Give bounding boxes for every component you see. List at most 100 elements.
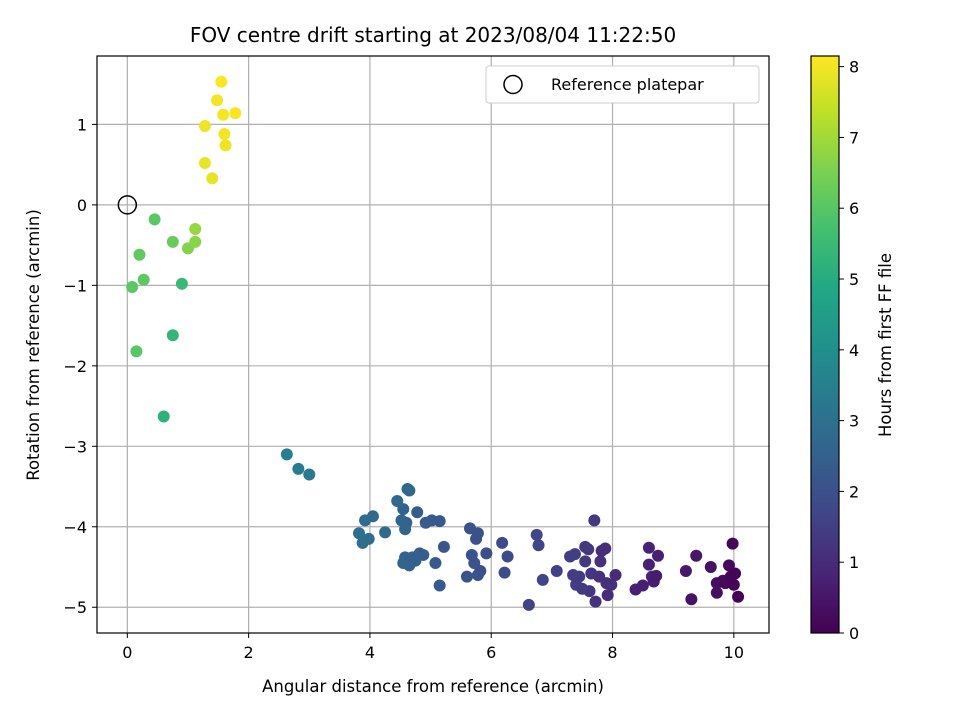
- data-point: [206, 172, 219, 185]
- data-point: [704, 561, 717, 574]
- data-point: [166, 235, 179, 248]
- x-tick-label: 4: [365, 643, 375, 662]
- colorbar-tick-label: 2: [849, 482, 859, 501]
- legend-reference-marker-icon: [503, 74, 523, 95]
- y-tick-label: 1: [77, 115, 87, 134]
- data-point: [359, 514, 372, 527]
- data-point: [137, 273, 150, 286]
- colorbar-tick-label: 4: [849, 341, 859, 360]
- legend: Reference platepar: [485, 65, 760, 104]
- data-point: [130, 345, 143, 358]
- y-tick-label: −2: [63, 357, 87, 376]
- reference-platepar-marker: [117, 195, 138, 215]
- colorbar-tick-label: 6: [849, 199, 859, 218]
- data-point: [536, 573, 549, 586]
- y-tick-label: −5: [63, 598, 87, 617]
- data-point: [732, 590, 745, 603]
- colorbar-tick-label: 8: [849, 58, 859, 77]
- x-axis-label: Angular distance from reference (arcmin): [262, 677, 604, 696]
- data-point: [198, 120, 211, 133]
- legend-label-reference-platepar: Reference platepar: [551, 75, 704, 94]
- data-point: [217, 108, 230, 121]
- data-point: [219, 139, 232, 152]
- data-point: [460, 570, 473, 583]
- data-point: [729, 567, 742, 580]
- colorbar-tick-label: 5: [849, 270, 859, 289]
- data-point: [175, 277, 188, 290]
- data-point: [595, 544, 608, 557]
- y-tick-label: 0: [77, 196, 87, 215]
- data-point: [605, 578, 618, 591]
- colorbar-ticks: 0 1 2 3 4 5 6 7 8: [839, 58, 859, 643]
- x-axis-ticks: 0 2 4 6 8 10: [122, 633, 744, 662]
- data-point: [501, 550, 514, 563]
- plot-frame: [96, 55, 770, 634]
- data-point: [570, 578, 583, 591]
- data-point: [218, 128, 231, 141]
- data-point: [148, 213, 161, 226]
- data-point: [601, 589, 614, 602]
- data-point: [391, 495, 404, 508]
- data-point: [496, 536, 509, 549]
- data-point: [594, 555, 607, 568]
- colorbar-frame: [810, 55, 840, 634]
- data-point: [429, 556, 442, 569]
- data-point: [280, 448, 293, 461]
- data-point: [564, 550, 577, 563]
- data-point: [585, 567, 598, 580]
- data-point: [588, 514, 601, 527]
- data-point: [550, 565, 563, 578]
- data-point: [532, 539, 545, 552]
- legend-box: [485, 65, 760, 104]
- data-point: [353, 527, 366, 540]
- data-point: [685, 593, 698, 606]
- data-point: [303, 468, 316, 481]
- data-point: [609, 569, 622, 582]
- y-axis-label: Rotation from reference (arcmin): [24, 209, 43, 481]
- data-point: [471, 527, 484, 540]
- data-point: [356, 536, 369, 549]
- data-point: [690, 549, 703, 562]
- x-tick-label: 6: [486, 643, 496, 662]
- data-point: [579, 555, 592, 568]
- colorbar-tick-label: 3: [849, 412, 859, 431]
- data-point: [498, 566, 511, 579]
- data-point: [397, 556, 410, 569]
- data-point: [133, 248, 146, 261]
- data-points: [126, 75, 745, 611]
- data-point: [652, 549, 665, 562]
- data-point: [211, 94, 224, 107]
- data-point: [727, 578, 740, 591]
- colorbar-tick-label: 7: [849, 128, 859, 147]
- data-point: [471, 569, 484, 582]
- x-tick-label: 0: [122, 643, 132, 662]
- data-point: [433, 579, 446, 592]
- data-point: [480, 547, 493, 560]
- data-point: [567, 569, 580, 582]
- data-point: [579, 540, 592, 553]
- plot-area: [97, 56, 769, 633]
- data-point: [403, 484, 416, 497]
- data-point: [399, 523, 412, 536]
- x-tick-label: 2: [244, 643, 254, 662]
- y-tick-label: −3: [63, 437, 87, 456]
- data-point: [530, 528, 543, 541]
- data-point: [166, 329, 179, 342]
- data-point: [642, 558, 655, 571]
- data-point: [411, 506, 424, 519]
- data-point: [522, 598, 535, 611]
- data-point: [710, 586, 723, 599]
- data-point: [189, 235, 202, 248]
- data-point: [157, 410, 170, 423]
- grid-lines: [97, 56, 769, 633]
- colorbar: 0 1 2 3 4 5 6 7 8 Hours from first FF file: [810, 55, 895, 643]
- colorbar-gradient: [811, 56, 839, 633]
- data-point: [198, 157, 211, 170]
- colorbar-tick-label: 0: [849, 624, 859, 643]
- data-point: [642, 541, 655, 554]
- data-point: [215, 75, 228, 88]
- x-tick-label: 10: [724, 643, 744, 662]
- data-point: [229, 107, 242, 120]
- y-tick-label: −1: [63, 276, 87, 295]
